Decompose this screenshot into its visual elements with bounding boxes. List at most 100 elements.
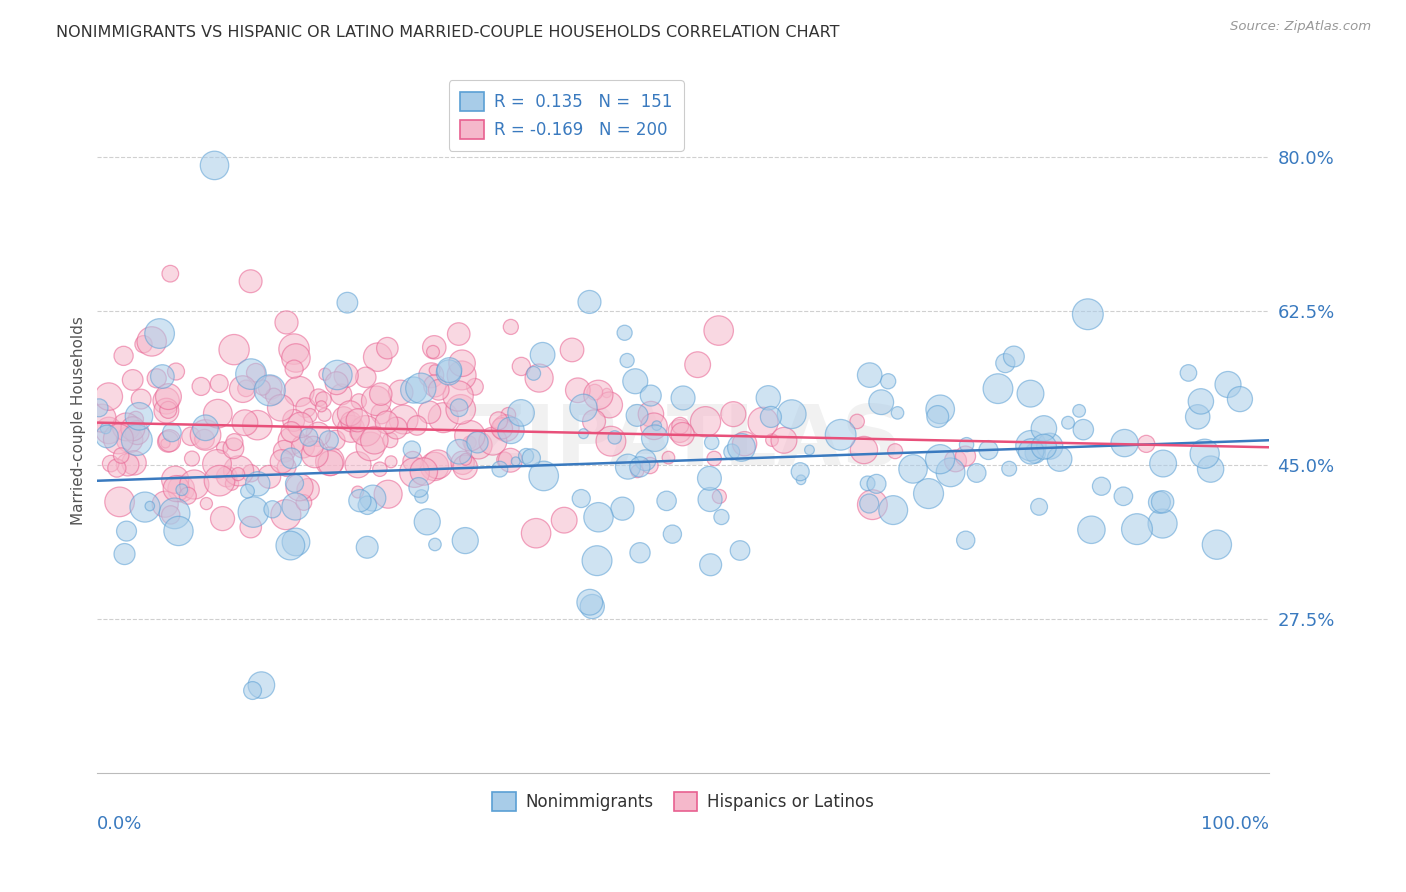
Point (346, 425, 368, 440)
Text: 0.0%: 0.0% (97, 815, 143, 833)
Point (467, 438, 489, 452)
Point (239, 274, 262, 288)
Point (449, 444, 471, 458)
Point (194, 421, 217, 435)
Point (332, 411, 354, 425)
Point (626, 409, 648, 423)
Point (271, 454, 294, 468)
Point (423, 459, 446, 474)
Point (624, 374, 647, 388)
Point (222, 442, 245, 456)
Point (1205, 538, 1227, 552)
Point (1090, 479, 1112, 493)
Point (644, 431, 666, 445)
Point (588, 388, 610, 402)
Point (1002, 350, 1025, 364)
Point (139, 499, 162, 513)
Point (97, 424, 120, 438)
Point (569, 491, 592, 506)
Point (596, 386, 619, 401)
Point (347, 394, 370, 409)
Point (283, 476, 305, 491)
Point (634, 453, 657, 467)
Point (657, 450, 679, 465)
Point (1057, 416, 1080, 430)
Point (288, 480, 311, 494)
Point (150, 369, 173, 384)
Point (671, 427, 693, 442)
Point (852, 443, 875, 458)
Point (165, 365, 187, 379)
Point (228, 464, 250, 478)
Point (134, 500, 156, 514)
Point (929, 402, 952, 417)
Point (1216, 377, 1239, 392)
Point (451, 356, 474, 370)
Point (100, 457, 122, 471)
Point (222, 343, 245, 357)
Point (773, 434, 796, 448)
Point (859, 368, 882, 383)
Point (165, 482, 187, 496)
Point (105, 461, 128, 475)
Point (423, 363, 446, 377)
Point (298, 409, 321, 423)
Point (669, 418, 692, 433)
Point (402, 383, 425, 397)
Point (561, 343, 583, 357)
Point (157, 434, 180, 449)
Point (392, 412, 415, 426)
Point (380, 433, 402, 447)
Y-axis label: Married-couple Households: Married-couple Households (72, 317, 86, 525)
Point (318, 434, 340, 448)
Point (583, 385, 606, 400)
Point (283, 342, 305, 356)
Point (707, 324, 730, 338)
Point (1194, 447, 1216, 461)
Point (583, 414, 606, 428)
Point (167, 524, 190, 538)
Point (882, 503, 904, 517)
Point (499, 319, 522, 334)
Point (262, 502, 284, 516)
Point (280, 425, 302, 439)
Point (661, 527, 683, 541)
Point (190, 379, 212, 393)
Point (276, 460, 298, 475)
Point (170, 483, 193, 497)
Point (155, 403, 177, 417)
Point (1032, 421, 1054, 435)
Point (297, 483, 319, 497)
Point (94, 421, 117, 435)
Point (273, 444, 295, 458)
Point (581, 599, 603, 614)
Point (292, 440, 315, 454)
Point (377, 487, 399, 501)
Point (531, 348, 554, 362)
Point (759, 409, 782, 424)
Point (699, 558, 721, 572)
Point (1152, 516, 1174, 531)
Point (1077, 307, 1099, 321)
Point (655, 494, 678, 508)
Point (1135, 437, 1157, 451)
Point (252, 380, 274, 394)
Point (401, 442, 423, 457)
Point (141, 334, 163, 349)
Point (1049, 452, 1071, 467)
Point (450, 402, 472, 417)
Point (416, 515, 439, 529)
Point (404, 466, 426, 480)
Point (194, 428, 217, 442)
Point (458, 428, 481, 442)
Point (87, 401, 110, 415)
Point (330, 387, 353, 401)
Point (367, 350, 389, 364)
Point (107, 432, 129, 446)
Point (311, 400, 333, 414)
Point (284, 351, 307, 365)
Text: 100.0%: 100.0% (1201, 815, 1270, 833)
Point (294, 401, 316, 415)
Point (411, 490, 433, 504)
Point (288, 384, 311, 399)
